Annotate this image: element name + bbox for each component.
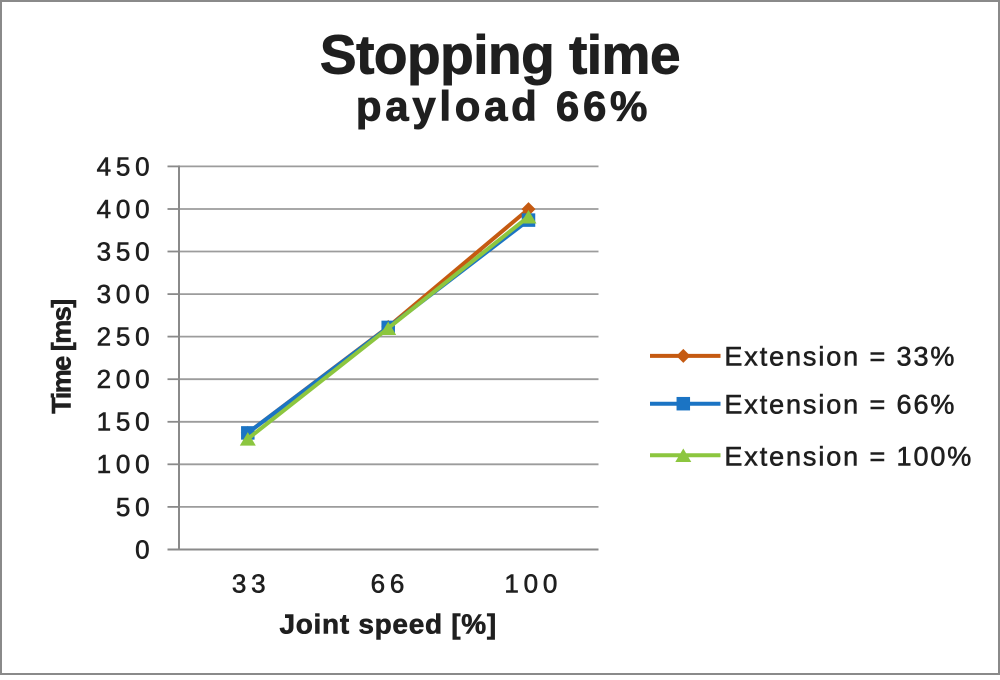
svg-text:Stopping time: Stopping time: [320, 23, 680, 85]
svg-text:250: 250: [97, 322, 155, 352]
svg-text:0: 0: [135, 534, 154, 564]
svg-text:150: 150: [97, 407, 155, 437]
svg-text:450: 450: [97, 151, 155, 181]
svg-text:400: 400: [97, 194, 155, 224]
svg-text:payload 66%: payload 66%: [356, 82, 651, 129]
svg-text:Joint speed [%]: Joint speed [%]: [279, 609, 496, 640]
svg-text:Time [ms]: Time [ms]: [47, 300, 77, 414]
svg-text:350: 350: [97, 236, 155, 266]
svg-text:300: 300: [97, 279, 155, 309]
svg-text:Extension = 66%: Extension = 66%: [724, 390, 956, 420]
svg-text:66: 66: [371, 569, 410, 599]
svg-text:50: 50: [116, 492, 155, 522]
svg-text:Extension = 33%: Extension = 33%: [724, 342, 956, 372]
svg-text:100: 100: [97, 449, 155, 479]
svg-text:Extension = 100%: Extension = 100%: [724, 441, 973, 471]
svg-text:200: 200: [97, 364, 155, 394]
svg-text:100: 100: [504, 569, 562, 599]
svg-text:33: 33: [232, 569, 271, 599]
